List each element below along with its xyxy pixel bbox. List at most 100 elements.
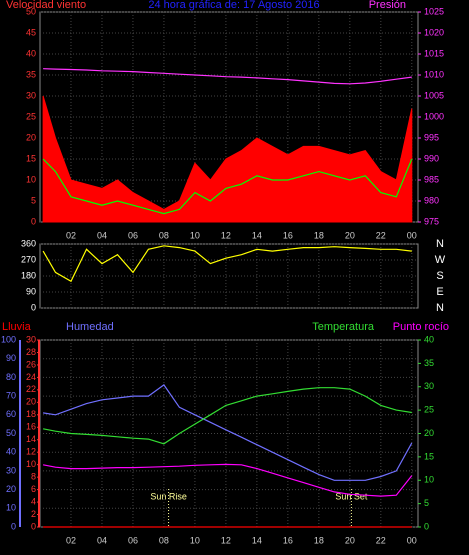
y3-tick-label: 0 — [31, 521, 36, 531]
y-tick-label: 90 — [6, 353, 16, 363]
y2-tick-label: 1000 — [424, 111, 444, 121]
compass-label: W — [435, 254, 446, 266]
y2-tick-label: 1005 — [424, 90, 444, 100]
legend-label: Humedad — [66, 321, 114, 333]
x-tick-label: 06 — [128, 535, 138, 545]
y3-tick-label: 6 — [31, 484, 36, 494]
annotation: Sun Rise — [150, 491, 187, 501]
y3-tick-label: 28 — [26, 347, 36, 357]
y-tick-label: 180 — [21, 270, 36, 280]
y-tick-label: 5 — [31, 195, 36, 205]
y-tick-label: 40 — [6, 447, 16, 457]
compass-label: N — [436, 238, 444, 250]
x-tick-label: 00 — [407, 535, 417, 545]
x-tick-label: 18 — [314, 535, 324, 545]
y-tick-label: 10 — [6, 503, 16, 513]
y2-tick-label: 30 — [424, 381, 434, 391]
y-axis-label: Velocidad viento — [6, 0, 86, 11]
series-line — [43, 68, 412, 85]
y-tick-label: 35 — [26, 69, 36, 79]
y3-tick-label: 12 — [26, 447, 36, 457]
y2-axis-label: Presión — [369, 0, 406, 11]
x-tick-label: 04 — [97, 535, 107, 545]
y-tick-label: 270 — [21, 254, 36, 264]
y-tick-label: 15 — [26, 153, 36, 163]
y-tick-label: 40 — [26, 48, 36, 58]
y2-tick-label: 980 — [424, 195, 439, 205]
y-tick-label: 0 — [31, 216, 36, 226]
x-tick-label: 18 — [314, 230, 324, 240]
y-tick-label: 60 — [6, 409, 16, 419]
x-tick-label: 14 — [252, 535, 262, 545]
y-tick-label: 45 — [26, 27, 36, 37]
y3-tick-label: 30 — [26, 334, 36, 344]
x-tick-label: 02 — [66, 230, 76, 240]
x-tick-label: 08 — [159, 535, 169, 545]
x-tick-label: 16 — [283, 230, 293, 240]
x-tick-label: 20 — [345, 535, 355, 545]
x-tick-label: 22 — [376, 535, 386, 545]
compass-label: S — [436, 270, 443, 282]
y2-tick-label: 1010 — [424, 69, 444, 79]
y3-tick-label: 4 — [31, 496, 36, 506]
chart-title: 24 hora gráfica de: 17 Agosto 2016 — [148, 0, 319, 11]
x-tick-label: 16 — [283, 535, 293, 545]
x-tick-label: 14 — [252, 230, 262, 240]
x-tick-label: 20 — [345, 230, 355, 240]
compass-label: N — [436, 302, 444, 314]
y-tick-label: 50 — [26, 6, 36, 16]
y-tick-label: 25 — [26, 111, 36, 121]
y3-tick-label: 2 — [31, 509, 36, 519]
y-tick-label: 20 — [6, 484, 16, 494]
x-tick-label: 12 — [221, 535, 231, 545]
y3-tick-label: 8 — [31, 472, 36, 482]
series-line — [42, 463, 413, 497]
y3-tick-label: 16 — [26, 422, 36, 432]
x-tick-label: 12 — [221, 230, 231, 240]
y2-tick-label: 25 — [424, 405, 434, 415]
y2-tick-label: 1020 — [424, 27, 444, 37]
legend-label: Punto rocío — [393, 321, 449, 333]
y3-tick-label: 26 — [26, 359, 36, 369]
series-line — [42, 95, 413, 223]
legend-label: Lluvia — [2, 321, 32, 333]
x-tick-label: 10 — [190, 535, 200, 545]
y3-tick-label: 22 — [26, 384, 36, 394]
y3-tick-label: 24 — [26, 372, 36, 382]
y-tick-label: 10 — [26, 174, 36, 184]
y2-tick-label: 975 — [424, 216, 439, 226]
x-tick-label: 22 — [376, 230, 386, 240]
y-tick-label: 90 — [26, 286, 36, 296]
y3-tick-label: 18 — [26, 409, 36, 419]
y-tick-label: 70 — [6, 390, 16, 400]
y-tick-label: 0 — [31, 302, 36, 312]
y3-tick-label: 20 — [26, 397, 36, 407]
series-line — [42, 158, 413, 215]
y2-tick-label: 5 — [424, 498, 429, 508]
y-tick-label: 100 — [1, 334, 16, 344]
y-tick-label: 30 — [6, 465, 16, 475]
y2-tick-label: 985 — [424, 174, 439, 184]
y2-tick-label: 1015 — [424, 48, 444, 58]
y2-tick-label: 10 — [424, 475, 434, 485]
legend-label: Temperatura — [312, 321, 375, 333]
series-line — [42, 245, 412, 283]
y2-tick-label: 15 — [424, 451, 434, 461]
series-line — [42, 387, 412, 445]
y3-tick-label: 10 — [26, 459, 36, 469]
y2-tick-label: 35 — [424, 358, 434, 368]
x-tick-label: 02 — [66, 535, 76, 545]
y2-tick-label: 20 — [424, 428, 434, 438]
y2-tick-label: 990 — [424, 153, 439, 163]
compass-label: E — [436, 286, 443, 298]
y3-tick-label: 14 — [26, 434, 36, 444]
annotation: Sun Set — [335, 491, 368, 501]
y2-tick-label: 995 — [424, 132, 439, 142]
y2-tick-label: 0 — [424, 521, 429, 531]
y2-tick-label: 40 — [424, 334, 434, 344]
y-tick-label: 360 — [21, 238, 36, 248]
y-tick-label: 80 — [6, 372, 16, 382]
